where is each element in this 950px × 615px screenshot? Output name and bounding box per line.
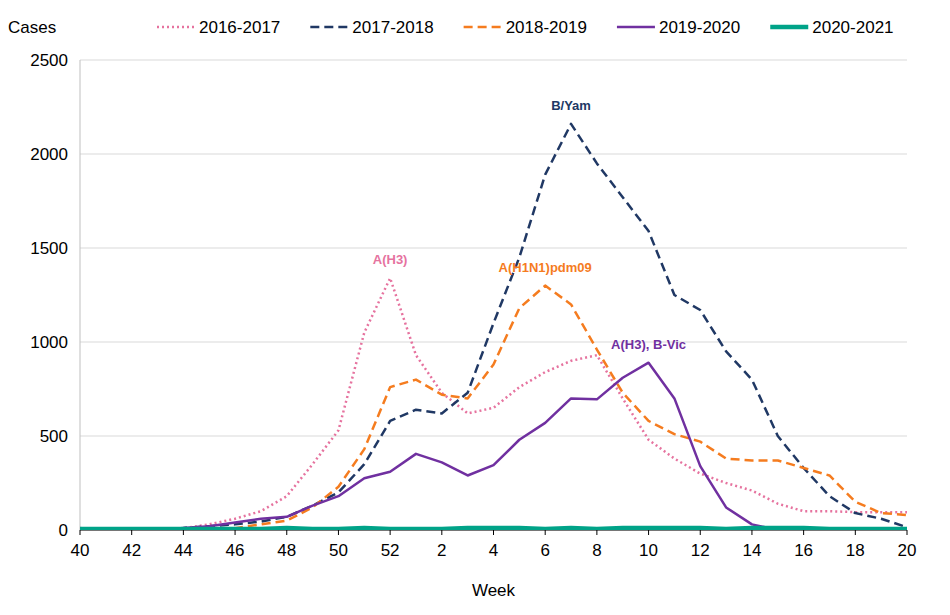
x-tick <box>338 530 339 535</box>
legend-swatch <box>617 26 655 29</box>
grid-line <box>80 154 907 155</box>
x-tick <box>286 530 287 535</box>
grid-line <box>80 342 907 343</box>
x-tick <box>545 530 546 535</box>
x-tick <box>700 530 701 535</box>
x-tick <box>648 530 649 535</box>
legend-label: 2019-2020 <box>659 18 740 37</box>
legend-swatch <box>464 26 502 29</box>
annotation: A(H3) <box>373 252 408 267</box>
x-tick-label: 10 <box>639 541 658 560</box>
legend-swatch <box>770 25 808 30</box>
page: {"chart_data": { "type": "line", "y_labe… <box>0 0 950 615</box>
plot-area <box>80 124 907 530</box>
x-tick <box>235 530 236 535</box>
x-tick-label: 16 <box>794 541 813 560</box>
x-tick <box>390 530 391 535</box>
x-tick <box>80 530 81 535</box>
x-tick <box>183 530 184 535</box>
grid-line <box>80 436 907 437</box>
legend-swatch <box>157 26 195 29</box>
legend-label: 2020-2021 <box>812 18 893 37</box>
y-axis-title: Cases <box>8 18 56 37</box>
x-tick-label: 20 <box>898 541 917 560</box>
x-tick-label: 44 <box>174 541 193 560</box>
y-axis <box>80 60 81 530</box>
y-tick-label: 1000 <box>30 333 68 352</box>
x-tick-label: 52 <box>381 541 400 560</box>
series-line <box>80 124 907 529</box>
y-tick-label: 2500 <box>30 51 68 70</box>
x-tick-label: 42 <box>122 541 141 560</box>
legend-label: 2018-2019 <box>506 18 587 37</box>
annotation: B/Yam <box>551 98 591 113</box>
x-tick-label: 4 <box>489 541 498 560</box>
x-tick <box>803 530 804 535</box>
series-line <box>80 526 907 530</box>
y-tick-label: 1500 <box>30 239 68 258</box>
x-tick-label: 14 <box>742 541 761 560</box>
x-axis-title: Week <box>472 581 516 600</box>
x-tick <box>855 530 856 535</box>
x-tick <box>493 530 494 535</box>
grid-line <box>80 60 907 61</box>
x-tick-label: 2 <box>437 541 446 560</box>
legend-label: 2016-2017 <box>199 18 280 37</box>
x-tick <box>131 530 132 535</box>
x-tick-label: 40 <box>71 541 90 560</box>
grid-line <box>80 248 907 249</box>
x-tick-label: 46 <box>226 541 245 560</box>
y-tick-label: 2000 <box>30 145 68 164</box>
series-line <box>80 278 907 529</box>
x-tick <box>751 530 752 535</box>
x-tick-label: 12 <box>691 541 710 560</box>
series-line <box>80 286 907 530</box>
series-line <box>80 363 778 530</box>
x-tick-label: 6 <box>540 541 549 560</box>
legend-label: 2017-2018 <box>352 18 433 37</box>
x-tick <box>441 530 442 535</box>
x-tick-label: 8 <box>592 541 601 560</box>
x-tick <box>596 530 597 535</box>
y-tick-label: 500 <box>40 427 68 446</box>
annotation: A(H1N1)pdm09 <box>499 260 592 275</box>
x-tick <box>907 530 908 535</box>
y-tick-label: 0 <box>59 521 68 540</box>
x-tick-label: 18 <box>846 541 865 560</box>
x-tick-label: 48 <box>277 541 296 560</box>
annotation: A(H3), B-Vic <box>611 337 686 352</box>
legend-swatch <box>310 26 348 29</box>
x-tick-label: 50 <box>329 541 348 560</box>
chart: 0500100015002000250040424446485052246810… <box>0 0 950 615</box>
